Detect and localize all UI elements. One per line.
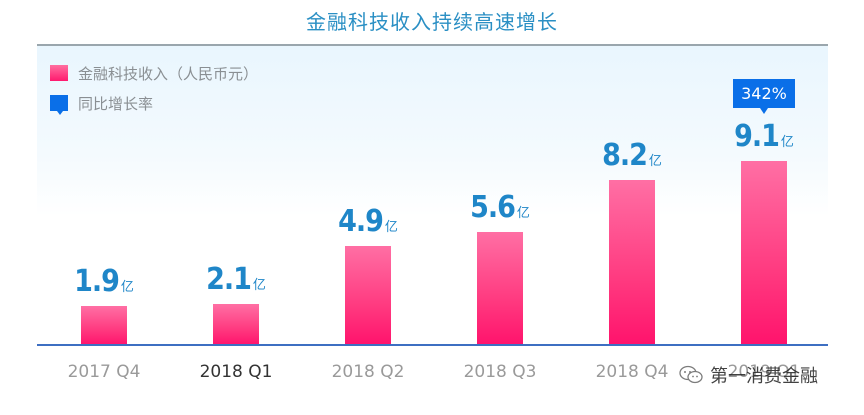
data-label: 8.2 亿	[572, 138, 692, 173]
chart-panel	[37, 44, 828, 356]
data-value: 8.2	[602, 138, 648, 173]
x-axis-tick-label: 2018 Q4	[595, 362, 669, 382]
data-unit: 亿	[252, 278, 266, 293]
data-value: 5.6	[470, 190, 516, 225]
bar	[741, 161, 787, 345]
watermark-text: 第一消费金融	[710, 366, 818, 387]
data-unit: 亿	[516, 206, 530, 221]
data-value: 4.9	[338, 204, 384, 239]
x-axis-tick-label: 2019 Q1	[727, 362, 801, 382]
legend-item-growth: 同比增长率	[50, 90, 258, 116]
data-value: 9.1	[734, 119, 780, 154]
data-unit: 亿	[780, 135, 794, 150]
chart-title: 金融科技收入持续高速增长	[306, 10, 558, 34]
x-axis-tick-label: 2018 Q1	[199, 362, 273, 382]
bar	[81, 306, 127, 345]
data-label: 2.1 亿	[176, 262, 296, 297]
growth-swatch-icon	[50, 95, 68, 115]
legend: 金融科技收入（人民币元） 同比增长率	[50, 60, 258, 120]
wechat-icon	[679, 365, 703, 384]
growth-rate-callout: 342%	[733, 79, 795, 114]
bar	[345, 246, 391, 345]
x-axis-line	[37, 344, 828, 346]
data-unit: 亿	[384, 220, 398, 235]
data-label: 9.1 亿	[704, 119, 824, 154]
bar	[477, 232, 523, 345]
watermark: 第一消费金融	[678, 362, 818, 388]
x-axis-tick-label: 2018 Q2	[331, 362, 405, 382]
data-value: 1.9	[74, 264, 120, 299]
legend-item-revenue: 金融科技收入（人民币元）	[50, 60, 258, 86]
legend-label: 同比增长率	[78, 94, 154, 113]
data-unit: 亿	[648, 154, 662, 169]
legend-label: 金融科技收入（人民币元）	[78, 64, 259, 83]
data-value: 2.1	[206, 262, 252, 297]
data-unit: 亿	[120, 280, 134, 295]
x-axis-tick-label: 2018 Q3	[463, 362, 537, 382]
bar	[609, 180, 655, 345]
data-label: 4.9 亿	[308, 204, 428, 239]
x-axis-tick-label: 2017 Q4	[67, 362, 141, 382]
bar	[213, 304, 259, 345]
data-label: 5.6 亿	[440, 190, 560, 225]
data-label: 1.9 亿	[44, 264, 164, 299]
revenue-swatch-icon	[50, 65, 68, 81]
